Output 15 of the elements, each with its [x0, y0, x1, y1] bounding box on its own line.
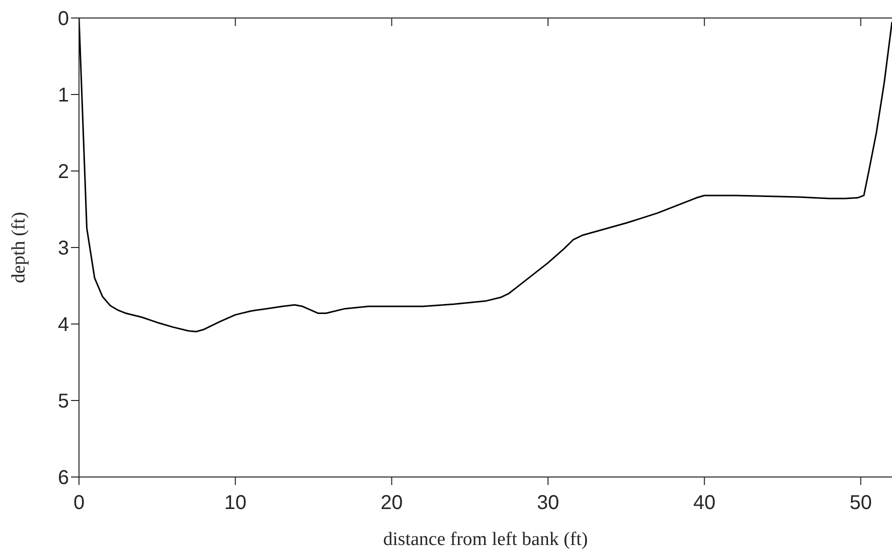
x-tick-label: 10	[224, 492, 246, 514]
y-tick-label: 5	[58, 390, 69, 413]
x-tick-label: 40	[693, 492, 716, 514]
y-tick-label: 6	[58, 467, 69, 490]
y-tick-label: 4	[58, 314, 69, 336]
y-tick-label: 3	[58, 238, 69, 260]
y-tick-label: 1	[58, 84, 69, 107]
y-tick-label: 2	[58, 161, 69, 184]
x-tick-label: 20	[380, 492, 403, 514]
y-tick-label: 0	[58, 8, 69, 30]
x-tick-label: 50	[850, 492, 872, 514]
x-tick-label: 0	[73, 492, 85, 514]
x-axis-title: distance from left bank (ft)	[383, 529, 588, 550]
y-axis-title: depth (ft)	[8, 212, 30, 284]
x-tick-label: 30	[536, 492, 560, 514]
